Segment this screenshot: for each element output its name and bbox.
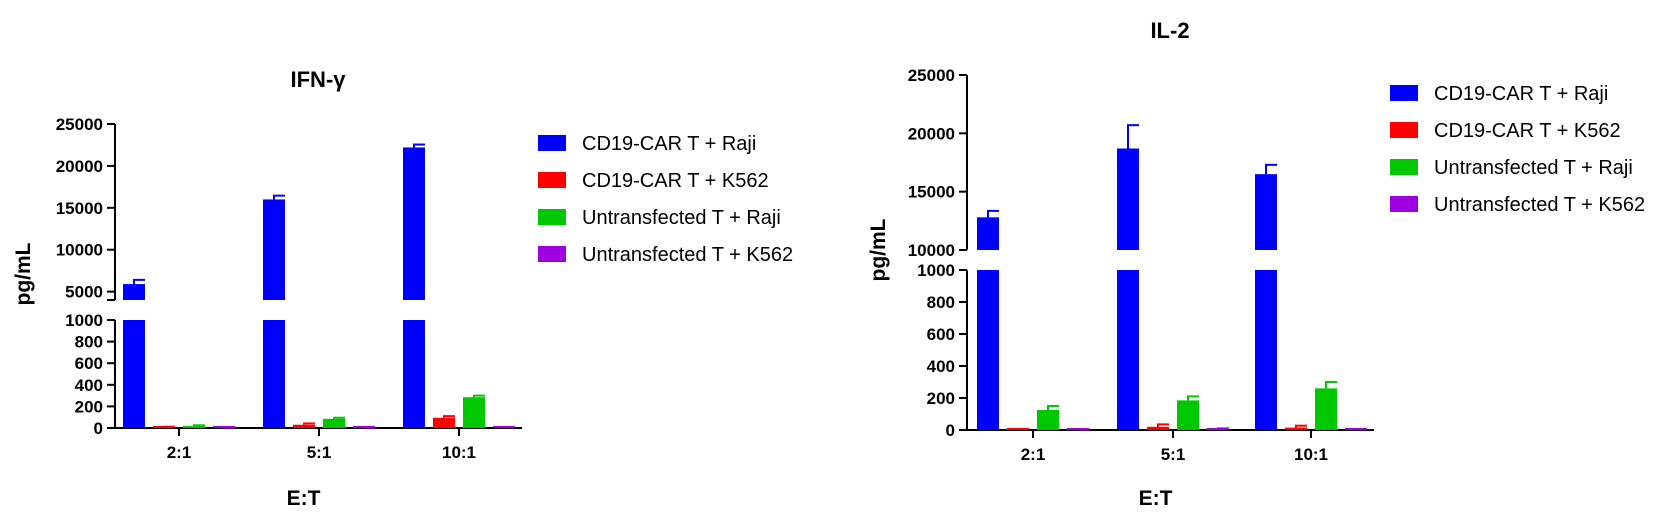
legend-swatch [538,209,566,225]
x-axis-label: E:T [1139,487,1173,510]
bar-0-0 [123,320,145,428]
legend-swatch [1390,85,1418,101]
y-tick-label: 600 [75,354,103,373]
bar-0-0 [977,270,999,430]
bar-0-2 [403,320,425,428]
bar-1-1 [293,424,315,428]
legend-label: Untransfected T + K562 [1434,194,1645,216]
bar-0-1 [263,320,285,428]
bar-0-1-upper [1117,148,1139,250]
legend-label: CD19-CAR T + K562 [1434,120,1621,142]
y-tick-label: 1000 [65,311,103,330]
x-tick-label: 10:1 [1294,445,1328,464]
y-tick-label: 0 [94,419,103,438]
bar-2-2 [1315,388,1337,430]
y-tick-label: 20000 [56,157,103,176]
y-tick-label: 600 [927,325,955,344]
y-tick-label: 200 [75,397,103,416]
y-tick-label: 10000 [56,241,103,260]
chart-title: IFN-γ [291,67,347,92]
legend-label: CD19-CAR T + K562 [582,170,769,192]
bar-0-1-upper [263,199,285,300]
x-tick-label: 10:1 [442,443,476,462]
bar-1-2 [433,417,455,428]
y-tick-label: 15000 [908,183,955,202]
legend-swatch [1390,122,1418,138]
x-axis-label: E:T [287,487,321,510]
bar-0-0-upper [123,284,145,300]
y-tick-label: 400 [75,376,103,395]
bar-1-1 [1147,426,1169,430]
chart-panel-0: IFN-γ 0 200 400 600 800 1000 5000 10000 15000 2000… [12,67,793,510]
bar-0-2-upper [1255,174,1277,250]
y-tick-label: 1000 [917,261,955,280]
bar-0-2 [1255,270,1277,430]
y-tick-label: 25000 [56,115,103,134]
legend-swatch [538,246,566,262]
legend-label: Untransfected T + Raji [582,207,781,229]
bar-2-0 [183,425,205,428]
y-tick-label: 400 [927,357,955,376]
y-axis-label: pg/mL [12,242,35,305]
legend-swatch [538,172,566,188]
legend-swatch [1390,196,1418,212]
y-tick-label: 0 [946,421,955,440]
legend-label: Untransfected T + K562 [582,244,793,266]
x-tick-label: 2:1 [167,443,192,462]
y-tick-label: 15000 [56,199,103,218]
y-tick-label: 800 [75,333,103,352]
bar-2-2 [463,397,485,428]
y-tick-label: 5000 [65,283,103,302]
legend-swatch [538,135,566,151]
legend-label: CD19-CAR T + Raji [582,133,756,155]
legend-label: Untransfected T + Raji [1434,157,1633,179]
bar-1-0 [1007,428,1029,430]
legend-label: CD19-CAR T + Raji [1434,83,1608,105]
y-axis-label: pg/mL [867,218,890,281]
y-tick-label: 200 [927,389,955,408]
chart-title: IL-2 [1150,18,1189,43]
y-tick-label: 20000 [908,124,955,143]
y-tick-label: 25000 [908,66,955,85]
bar-0-1 [1117,270,1139,430]
x-tick-label: 5:1 [1161,445,1186,464]
bar-2-1 [1177,400,1199,430]
bar-0-2-upper [403,147,425,300]
bar-2-1 [323,418,345,428]
bar-0-0-upper [977,217,999,250]
bar-1-2 [1285,427,1307,430]
y-tick-label: 800 [927,293,955,312]
x-tick-label: 5:1 [307,443,332,462]
legend-swatch [1390,159,1418,175]
x-tick-label: 2:1 [1021,445,1046,464]
bar-2-0 [1037,410,1059,430]
y-tick-label: 10000 [908,241,955,260]
